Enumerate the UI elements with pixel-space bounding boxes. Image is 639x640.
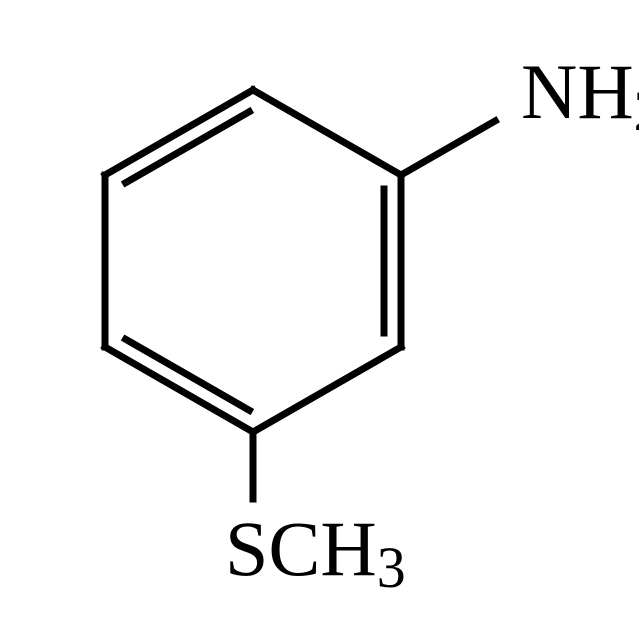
label-nh2-main: NH bbox=[521, 48, 634, 135]
molecule-diagram: NH2 SCH3 bbox=[0, 0, 639, 640]
label-sch3-sub: 3 bbox=[377, 535, 406, 600]
label-sch3-main: SCH bbox=[225, 505, 377, 592]
label-nh2-sub: 2 bbox=[634, 78, 639, 143]
label-nh2: NH2 bbox=[521, 48, 639, 143]
